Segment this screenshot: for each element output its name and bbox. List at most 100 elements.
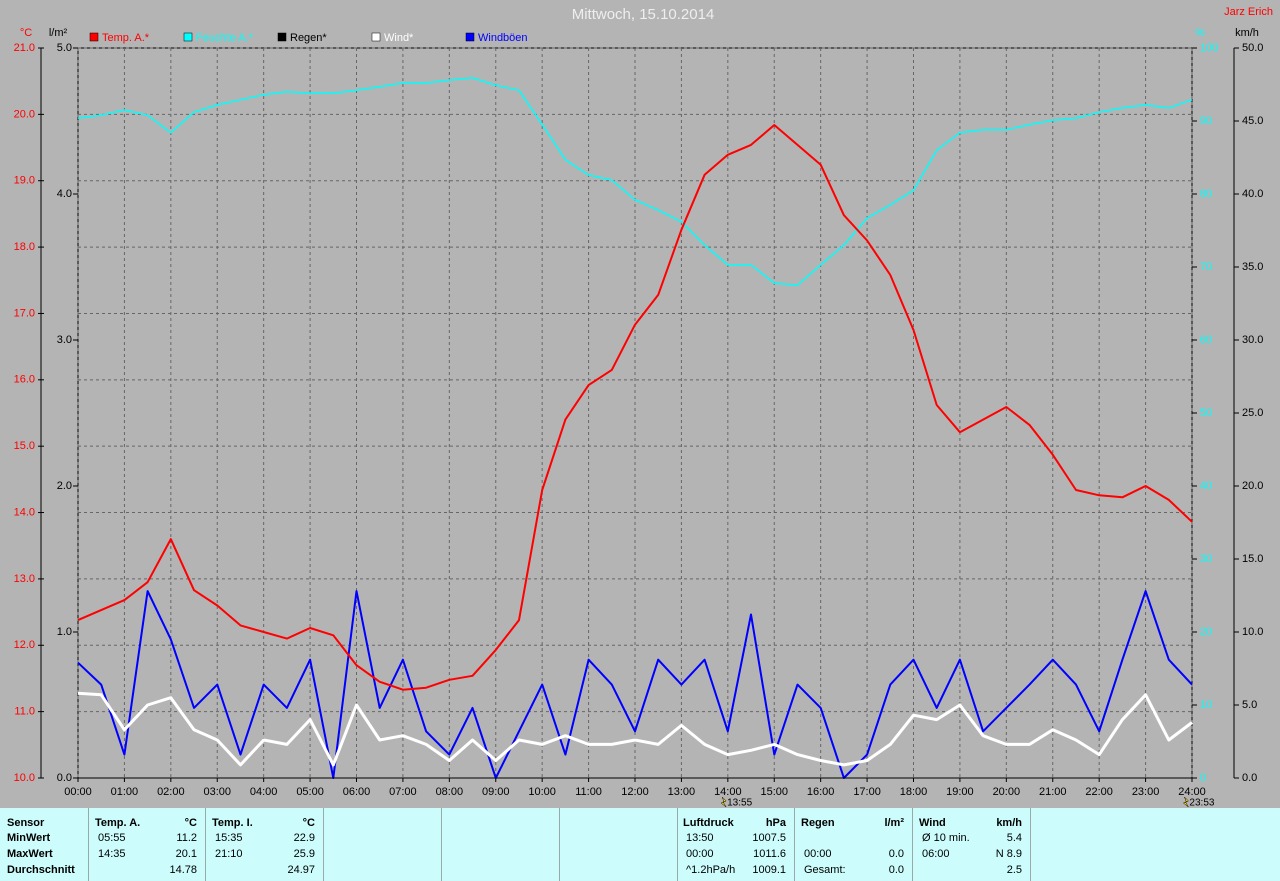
stats-cell: 5.4 (1006, 832, 1022, 844)
stats-cell: 25.9 (293, 848, 315, 860)
stats-header: Regen (801, 817, 835, 829)
stats-column (324, 808, 442, 881)
legend-swatch (277, 32, 287, 42)
y3-tick-label: 20 (1200, 626, 1212, 638)
legend-swatch (89, 32, 99, 42)
x-tick-label: 18:00 (900, 786, 928, 798)
x-tick-label: 10:00 (528, 786, 556, 798)
y3-tick-label: 90 (1200, 115, 1212, 127)
stats-row-label: Durchschnitt (7, 864, 75, 876)
series-line (77, 124, 1193, 691)
x-tick-label: 17:00 (853, 786, 881, 798)
y-tick-label: 17.0 (14, 307, 35, 319)
y-tick-label: 13.0 (14, 573, 35, 585)
x-tick-label: 24:00 (1178, 786, 1206, 798)
stats-unit: km/h (996, 817, 1022, 829)
stats-cell: 00:00 (686, 848, 714, 860)
x-tick-label: 00:00 (64, 786, 92, 798)
stats-cell: Gesamt: (804, 864, 846, 876)
stats-unit: l/m² (884, 817, 904, 829)
x-tick-label: 11:00 (575, 786, 602, 798)
annotation: 13:55 (727, 798, 752, 808)
stats-header: Wind (919, 817, 946, 829)
stats-cell: 21:10 (215, 848, 243, 860)
y-axis-label: °C (20, 27, 32, 39)
stats-column: Temp. A. °C 05:55 11.2 14:35 20.1 14.78 (89, 808, 206, 881)
y4-tick-label: 5.0 (1242, 699, 1257, 711)
stats-header: Luftdruck (683, 817, 734, 829)
stats-cell: Ø 10 min. (922, 832, 970, 844)
y2-tick-label: 4.0 (57, 188, 72, 200)
stats-cell: 11.2 (176, 832, 197, 844)
y-tick-label: 21.0 (14, 42, 35, 54)
stats-panel: Sensor MinWert MaxWert Durchschnitt Temp. A.… (0, 808, 1280, 881)
y3-tick-label: 10 (1200, 699, 1212, 711)
stats-cell: 13:50 (686, 832, 714, 844)
y3-tick-label: 60 (1200, 334, 1212, 346)
author: Jarz Erich (1224, 6, 1273, 18)
chart: Mittwoch, 15.10.2014 Jarz Erich °C l/m² … (14, 6, 1273, 808)
x-tick-label: 06:00 (343, 786, 371, 798)
legend-label: Temp. A.* (102, 32, 150, 44)
stats-column: Luftdruck hPa 13:50 1007.5 00:00 1011.6 ^1.2hP… (677, 808, 795, 881)
stats-cell: 14:35 (98, 848, 126, 860)
stats-cell: 0.0 (888, 864, 904, 876)
stats-cell: 05:55 (98, 832, 126, 844)
legend-label: Wind* (384, 32, 414, 44)
stats-cell: 20.1 (175, 848, 197, 860)
y3-axis-label: % (1195, 27, 1205, 39)
stats-cell: 22.9 (293, 832, 315, 844)
y-tick-label: 12.0 (14, 639, 35, 651)
x-tick-label: 14:00 (714, 786, 742, 798)
stats-unit: hPa (765, 817, 786, 829)
stats-cell: 0.0 (888, 848, 904, 860)
y3-tick-label: 100 (1200, 42, 1218, 54)
y3-tick-label: 30 (1200, 553, 1212, 565)
stats-column: Sensor MinWert MaxWert Durchschnitt (0, 808, 89, 881)
y-tick-label: 20.0 (14, 108, 35, 120)
stats-column: Wind km/h Ø 10 min. 5.4 06:00 N 8.9 2.5 (913, 808, 1031, 881)
y4-tick-label: 20.0 (1242, 480, 1263, 492)
y4-tick-label: 15.0 (1242, 553, 1263, 565)
y4-tick-label: 35.0 (1242, 261, 1263, 273)
series-line (77, 691, 1193, 767)
stats-cell: ^1.2hPa/h (686, 864, 736, 876)
stats-header: Temp. A. (95, 817, 141, 829)
stats-cell: 00:00 (804, 848, 832, 860)
y3-tick-label: 50 (1200, 407, 1212, 419)
stats-cell: 1009.1 (752, 864, 786, 876)
x-tick-label: 03:00 (203, 786, 231, 798)
stats-cell: 24.97 (287, 864, 315, 876)
stats-row-label: MaxWert (7, 848, 53, 860)
y-tick-label: 16.0 (14, 374, 35, 386)
y2-tick-label: 0.0 (57, 772, 72, 784)
x-tick-label: 04:00 (250, 786, 278, 798)
stats-cell: 2.5 (1006, 864, 1022, 876)
stats-unit: °C (302, 817, 315, 829)
x-tick-label: 02:00 (157, 786, 185, 798)
stats-cell: 06:00 (922, 848, 950, 860)
x-tick-label: 01:00 (111, 786, 139, 798)
x-tick-label: 09:00 (482, 786, 510, 798)
stats-cell: 15:35 (215, 832, 243, 844)
y4-tick-label: 0.0 (1242, 772, 1257, 784)
y4-tick-label: 40.0 (1242, 188, 1263, 200)
annotation-icon (1182, 796, 1189, 808)
x-tick-label: 05:00 (296, 786, 324, 798)
x-tick-label: 13:00 (668, 786, 696, 798)
y2-tick-label: 2.0 (57, 480, 72, 492)
chart-title: Mittwoch, 15.10.2014 (572, 6, 715, 23)
y-tick-label: 19.0 (14, 175, 35, 187)
legend-swatch (465, 32, 475, 42)
x-tick-label: 08:00 (436, 786, 464, 798)
y4-tick-label: 45.0 (1242, 115, 1263, 127)
y3-tick-label: 40 (1200, 480, 1212, 492)
series-line (77, 590, 1193, 779)
x-tick-label: 16:00 (807, 786, 835, 798)
annotation-icon (720, 796, 727, 808)
stats-cell: 1011.6 (753, 848, 786, 860)
stats-header: Temp. I. (212, 817, 253, 829)
y4-tick-label: 25.0 (1242, 407, 1263, 419)
legend-label: Regen* (290, 32, 327, 44)
